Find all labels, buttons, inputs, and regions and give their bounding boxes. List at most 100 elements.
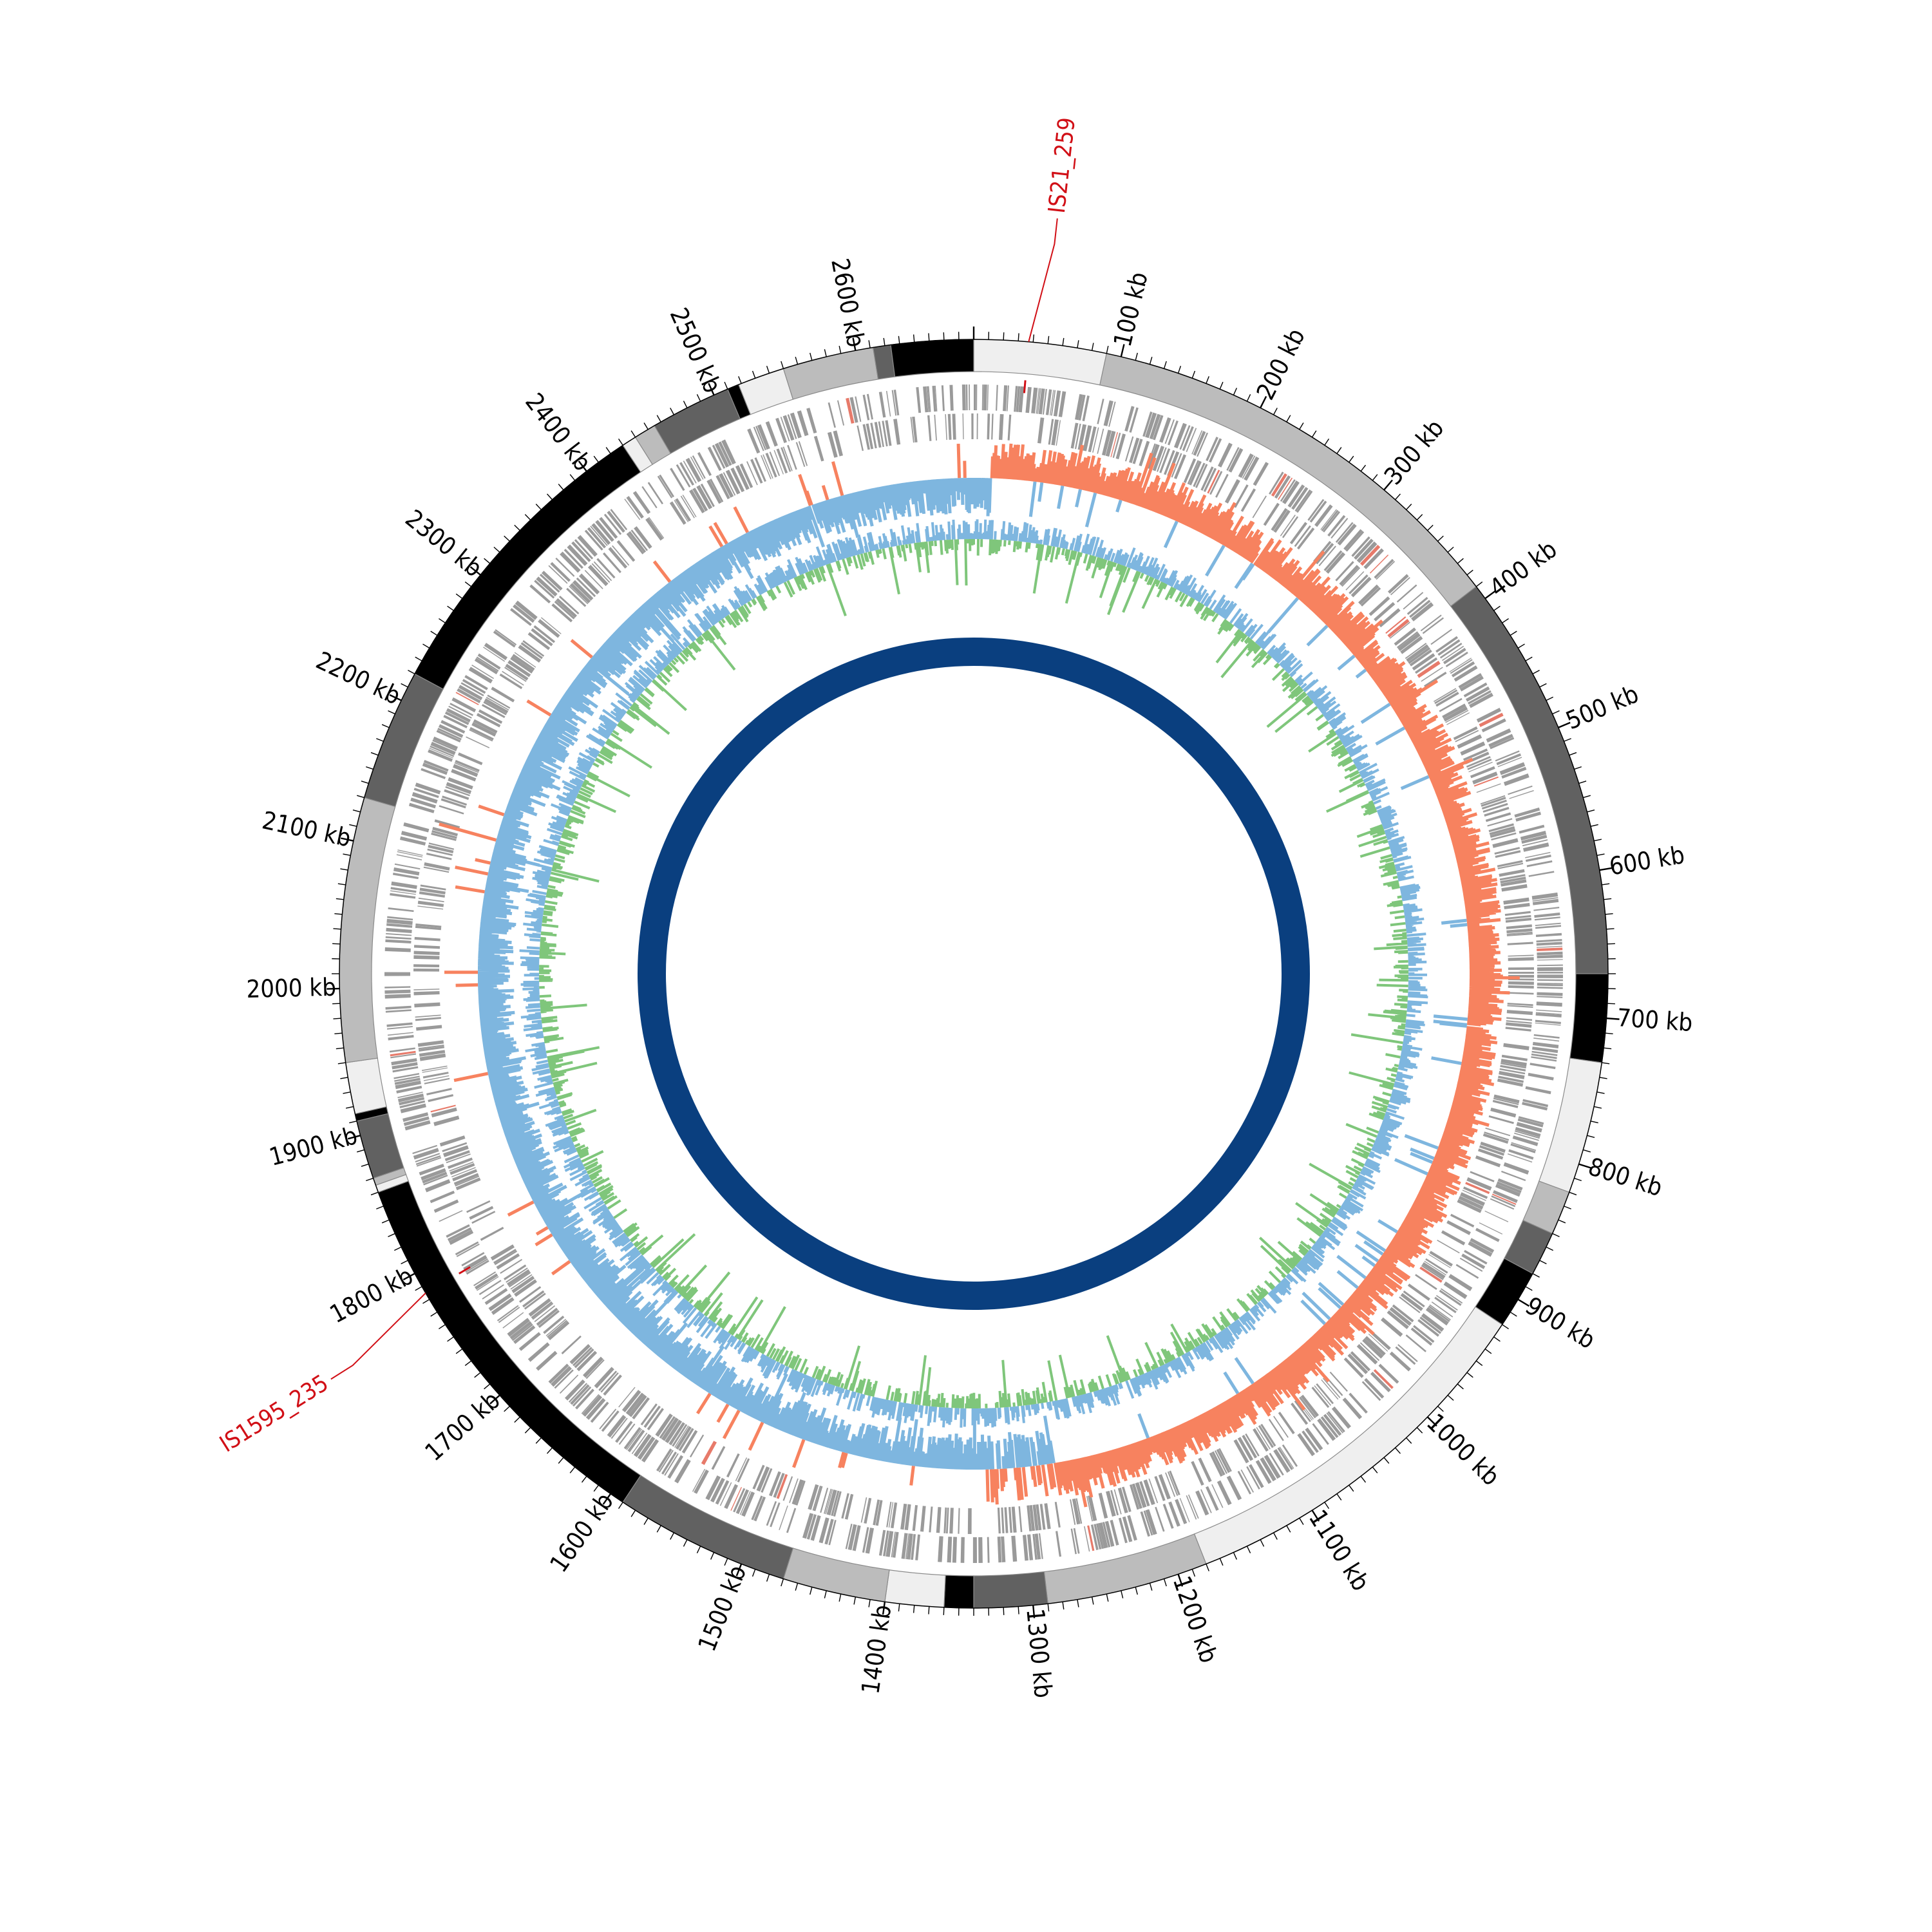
gene-block: [1507, 942, 1533, 945]
minor-tick: [1233, 1552, 1238, 1560]
gene-block: [1439, 642, 1463, 659]
minor-tick: [1457, 1383, 1464, 1390]
gene-block: [1279, 1446, 1294, 1469]
gene-block: [1511, 1142, 1537, 1151]
gene-block: [1168, 420, 1179, 446]
gene-block: [415, 1017, 441, 1021]
gene-block: [1374, 558, 1394, 579]
gene-block: [453, 1173, 479, 1186]
gene-block: [1117, 1487, 1128, 1513]
gene-block: [1127, 1515, 1137, 1541]
gene-block: [1291, 487, 1309, 510]
gene-block: [1256, 1426, 1271, 1450]
gene-block: [424, 1077, 450, 1084]
gene-block: [1421, 1265, 1444, 1280]
gene-block: [949, 384, 954, 411]
gene-block: [668, 1422, 685, 1446]
gene-block: [1520, 831, 1547, 841]
gene-block: [1443, 1281, 1468, 1300]
gene-block: [1311, 1387, 1330, 1408]
gene-block: [874, 422, 882, 448]
gene-block: [584, 569, 603, 589]
gene-block: [810, 1515, 821, 1541]
gene-block: [852, 1525, 861, 1551]
gene-block: [1431, 1301, 1454, 1318]
tick-label: 200 kb: [1251, 324, 1311, 404]
gene-block: [860, 1497, 867, 1523]
gene-block: [1531, 892, 1558, 900]
gene-block: [1501, 766, 1527, 779]
gene-block: [656, 1448, 672, 1472]
minor-tick: [1587, 1135, 1595, 1138]
minor-tick: [618, 439, 623, 446]
gene-block: [678, 1428, 694, 1452]
gene-block: [428, 842, 455, 850]
minor-tick: [1286, 415, 1291, 422]
gene-block: [518, 645, 542, 663]
gene-block: [448, 777, 473, 790]
gene-block: [1188, 1494, 1199, 1519]
genome-segment: [356, 1113, 404, 1179]
gene-block: [428, 1094, 454, 1103]
gene-block: [945, 1507, 949, 1534]
gene-block: [1209, 471, 1223, 495]
gene-block: [422, 1171, 448, 1184]
gene-block: [1517, 1118, 1544, 1128]
gene-block: [1515, 811, 1542, 822]
major-tick: [882, 1602, 886, 1615]
gene-block: [833, 430, 843, 457]
gene-block: [1537, 971, 1563, 974]
gene-block: [418, 1046, 445, 1052]
minor-tick: [340, 1077, 348, 1079]
gene-block: [659, 1416, 676, 1439]
minor-tick: [1525, 1286, 1533, 1291]
gene-block: [1533, 1037, 1560, 1042]
gene-block: [596, 558, 616, 579]
gene-block: [1264, 1454, 1281, 1479]
minor-tick: [1447, 1394, 1454, 1401]
gene-block: [1445, 710, 1469, 723]
gene-block: [1110, 1490, 1119, 1516]
gene-block: [1075, 1498, 1083, 1524]
minor-tick: [343, 1091, 351, 1094]
is-element-label: IS1595_235: [215, 1370, 333, 1457]
genome-segment: [654, 388, 741, 454]
gene-block: [572, 1386, 592, 1407]
gene-block: [1503, 1162, 1530, 1175]
gene-block: [1493, 1190, 1518, 1204]
gene-block: [1515, 1127, 1541, 1138]
gene-block: [510, 608, 532, 626]
gene-block: [1381, 1317, 1403, 1337]
minor-tick: [1590, 1121, 1598, 1124]
minor-tick: [1246, 1546, 1251, 1554]
gene-block: [626, 496, 644, 519]
gene-block: [473, 1271, 497, 1287]
gene-block: [509, 1321, 533, 1340]
minor-tick: [1437, 535, 1444, 542]
gene-block: [1443, 647, 1466, 665]
gene-block: [1200, 1489, 1212, 1513]
gene-block: [1245, 1433, 1260, 1457]
gene-block: [987, 1537, 990, 1563]
gene-block: [532, 1303, 554, 1320]
minor-tick: [1510, 1311, 1517, 1317]
minor-tick: [643, 422, 649, 430]
minor-tick: [357, 1149, 365, 1153]
gene-block: [1501, 1170, 1526, 1182]
gene-block: [536, 1350, 558, 1371]
gene-block: [1463, 1186, 1488, 1199]
tick-label: 1000 kb: [1421, 1408, 1505, 1491]
gene-block: [568, 1383, 588, 1403]
minor-tick: [810, 352, 813, 361]
gene-block: [392, 873, 419, 880]
gene-block: [1503, 1043, 1530, 1050]
minor-tick: [1191, 1569, 1196, 1577]
gene-block: [576, 577, 596, 598]
gene-block: [416, 1157, 442, 1167]
gene-block: [486, 697, 509, 711]
gene-block: [446, 1224, 470, 1238]
gene-block: [414, 936, 440, 942]
gene-block: [419, 1053, 446, 1061]
gene-block: [878, 392, 886, 418]
gene-block: [1497, 1178, 1523, 1191]
